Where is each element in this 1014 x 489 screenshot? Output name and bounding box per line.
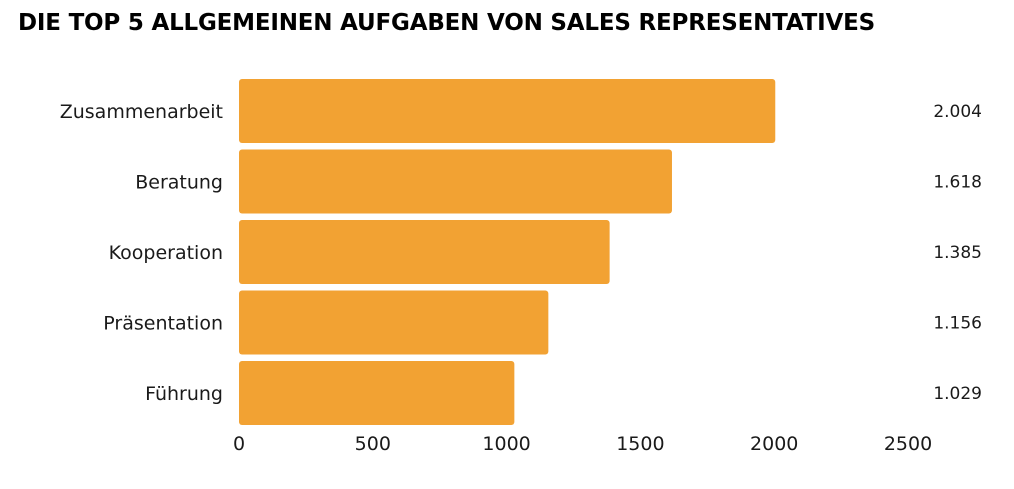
bar-4 xyxy=(239,361,515,425)
chart-title: DIE TOP 5 ALLGEMEINEN AUFGABEN VON SALES… xyxy=(18,10,875,36)
category-label-0: Zusammenarbeit xyxy=(60,101,223,123)
category-label-1: Beratung xyxy=(135,172,223,194)
value-label-2: 1.385 xyxy=(933,243,982,263)
value-label-1: 1.618 xyxy=(933,173,982,193)
category-label-4: Führung xyxy=(145,383,223,405)
x-tick-label-2: 1000 xyxy=(482,433,530,455)
value-label-4: 1.029 xyxy=(933,384,982,404)
category-label-2: Kooperation xyxy=(109,242,223,264)
x-tick-label-4: 2000 xyxy=(750,433,798,455)
x-tick-label-1: 500 xyxy=(355,433,391,455)
bar-2 xyxy=(239,220,610,284)
value-label-3: 1.156 xyxy=(933,314,982,334)
bar-3 xyxy=(239,290,549,355)
category-label-3: Präsentation xyxy=(103,313,223,335)
x-tick-label-3: 1500 xyxy=(616,433,664,455)
x-tick-label-5: 2500 xyxy=(884,433,932,455)
bar-0 xyxy=(239,79,776,143)
bar-1 xyxy=(239,149,672,214)
value-label-0: 2.004 xyxy=(933,102,982,122)
x-tick-label-0: 0 xyxy=(233,433,245,455)
